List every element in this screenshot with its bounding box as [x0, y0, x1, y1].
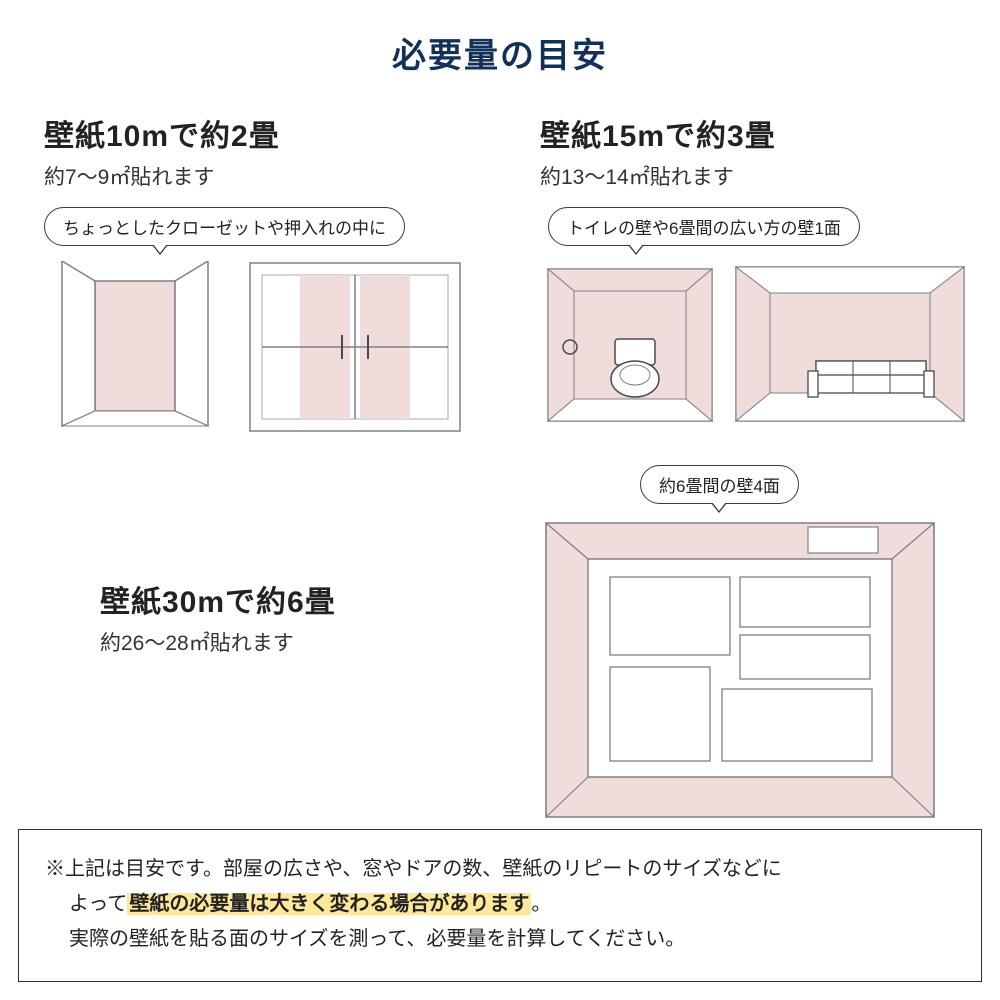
illus-room4walls [540, 517, 940, 827]
note-line2-post: 。 [531, 893, 551, 915]
note-line3: 実際の壁紙を貼る面のサイズを測って、必要量を計算してください。 [45, 922, 955, 957]
page-title: 必要量の目安 [0, 0, 1000, 77]
note-line2-pre: よって [45, 893, 127, 915]
note-line2: よって壁紙の必要量は大きく変わる場合があります。 [45, 887, 955, 922]
section-10m: 壁紙10mで約2畳 約7～9㎡貼れます [44, 111, 504, 191]
heading-10m: 壁紙10mで約2畳 [44, 111, 504, 155]
illus-room1wall [730, 261, 970, 431]
illus-closet [50, 261, 220, 441]
section-30m: 壁紙30mで約6畳 約26～28㎡貼れます [100, 577, 480, 657]
heading-15m: 壁紙15mで約3畳 [540, 111, 980, 155]
note-line1: ※上記は目安です。部屋の広さや、窓やドアの数、壁紙のリピートのサイズなどに [45, 852, 955, 887]
heading-30m: 壁紙30mで約6畳 [100, 577, 480, 621]
sub-15m: 約13～14㎡貼れます [540, 161, 980, 191]
sub-10m: 約7～9㎡貼れます [44, 161, 504, 191]
callout-30m: 約6畳間の壁4面 [640, 465, 799, 504]
callout-15m: トイレの壁や6畳間の広い方の壁1面 [548, 207, 860, 246]
infographic-grid: 壁紙10mで約2畳 約7～9㎡貼れます ちょっとしたクローゼットや押入れの中に … [0, 77, 1000, 837]
callout-10m: ちょっとしたクローゼットや押入れの中に [44, 207, 405, 246]
section-15m: 壁紙15mで約3畳 約13～14㎡貼れます [540, 111, 980, 191]
note-highlight: 壁紙の必要量は大きく変わる場合があります [127, 893, 531, 915]
illus-oshiire [240, 255, 470, 445]
illus-toilet [540, 261, 720, 431]
sub-30m: 約26～28㎡貼れます [100, 627, 480, 657]
note-box: ※上記は目安です。部屋の広さや、窓やドアの数、壁紙のリピートのサイズなどに よっ… [18, 829, 982, 982]
